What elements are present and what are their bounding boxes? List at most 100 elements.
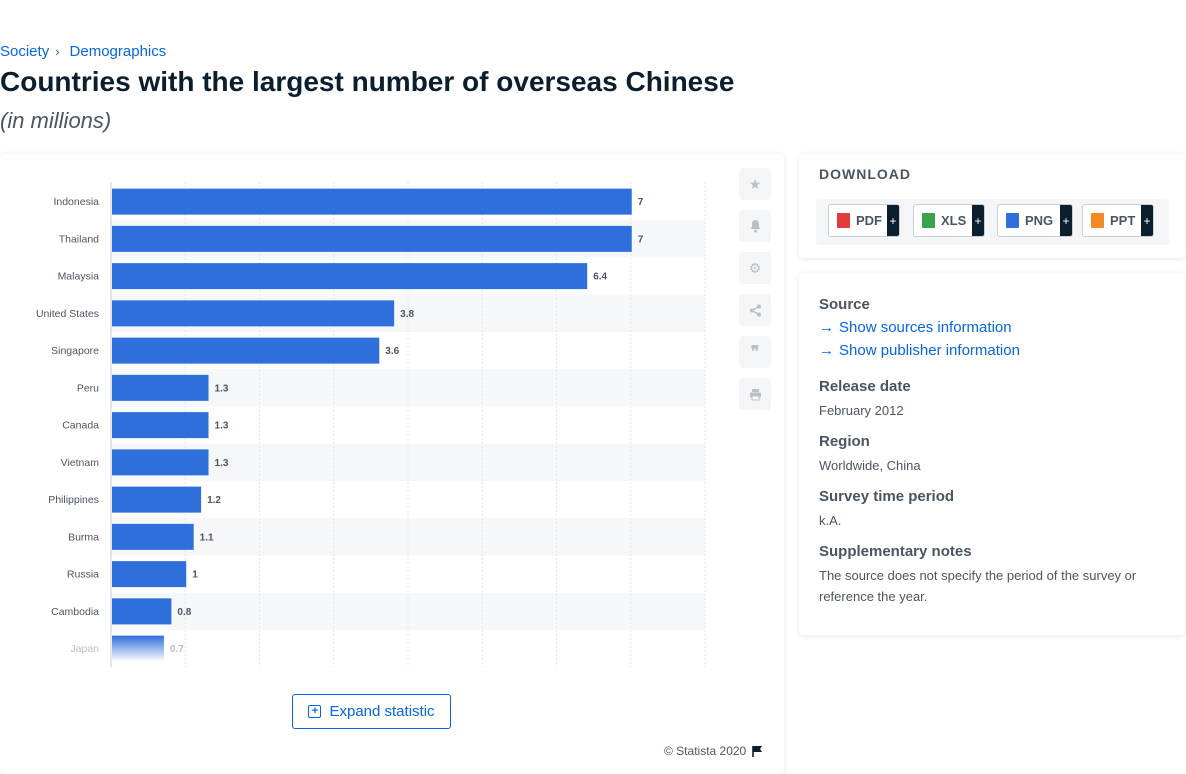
arrow-right-icon: → bbox=[819, 342, 834, 359]
expand-statistic-button[interactable]: + Expand statistic bbox=[292, 694, 451, 729]
download-png-button[interactable]: PNG + bbox=[997, 204, 1073, 237]
bar bbox=[112, 337, 380, 364]
show-publisher-link[interactable]: → Show publisher information bbox=[819, 342, 1020, 359]
category-label: Philippines bbox=[48, 494, 99, 506]
chart-toolbar: ★ ⚙ ❞ bbox=[739, 168, 771, 410]
breadcrumb-society[interactable]: Society bbox=[0, 43, 50, 60]
png-icon bbox=[1006, 213, 1019, 228]
download-pdf-label: PDF bbox=[856, 213, 882, 228]
download-ppt-label: PPT bbox=[1110, 213, 1136, 228]
download-card: DOWNLOAD PDF + XLS + PNG + PPT + bbox=[799, 154, 1185, 258]
release-heading: Release date bbox=[819, 378, 911, 395]
xls-icon bbox=[922, 213, 935, 228]
bar-chart: Indonesia 7 Thailand 7 Malaysia 6.4 United Sta… bbox=[36, 182, 706, 668]
region-heading: Region bbox=[819, 433, 870, 450]
copyright: © Statista 2020 bbox=[664, 744, 763, 758]
pdf-icon bbox=[837, 213, 850, 228]
plus-icon: + bbox=[887, 205, 899, 236]
value-label: 7 bbox=[638, 234, 644, 245]
source-section: Source → Show sources information → Show… bbox=[819, 296, 1020, 359]
plus-icon: + bbox=[1141, 205, 1153, 236]
download-buttons: PDF + XLS + PNG + PPT + bbox=[816, 199, 1169, 245]
notes-heading: Supplementary notes bbox=[819, 543, 972, 560]
plus-icon: + bbox=[1060, 205, 1072, 236]
flag-icon[interactable] bbox=[752, 745, 763, 757]
copyright-text: © Statista 2020 bbox=[664, 744, 747, 758]
row-stripe bbox=[111, 518, 705, 556]
ppt-icon bbox=[1091, 213, 1104, 228]
value-label: 1.1 bbox=[200, 532, 214, 543]
page-title: Countries with the largest number of ove… bbox=[0, 66, 735, 97]
survey-section: Survey time period k.A. bbox=[819, 488, 954, 531]
bar bbox=[112, 561, 187, 588]
download-png-label: PNG bbox=[1025, 213, 1054, 228]
category-label: Burma bbox=[68, 531, 99, 543]
bar bbox=[112, 412, 209, 439]
page-subtitle: (in millions) bbox=[0, 108, 112, 133]
category-label: Malaysia bbox=[58, 271, 100, 283]
info-card: Source → Show sources information → Show… bbox=[799, 273, 1185, 635]
breadcrumb-separator: › bbox=[55, 44, 60, 59]
show-sources-link[interactable]: → Show sources information bbox=[819, 319, 1020, 336]
arrow-right-icon: → bbox=[819, 319, 834, 336]
download-ppt-button[interactable]: PPT + bbox=[1082, 204, 1154, 237]
notes-section: Supplementary notes The source does not … bbox=[819, 543, 1159, 607]
bar bbox=[112, 300, 395, 327]
value-label: 3.6 bbox=[385, 346, 399, 357]
value-label: 1.3 bbox=[215, 421, 229, 432]
category-label: Singapore bbox=[51, 345, 99, 357]
download-title: DOWNLOAD bbox=[819, 166, 911, 182]
show-sources-label: Show sources information bbox=[839, 319, 1012, 336]
value-label: 0.7 bbox=[170, 644, 184, 655]
bar bbox=[112, 188, 632, 215]
bar bbox=[112, 374, 209, 401]
category-label: Peru bbox=[77, 382, 99, 394]
value-label: 1.3 bbox=[215, 458, 229, 469]
download-xls-label: XLS bbox=[941, 213, 967, 228]
value-label: 6.4 bbox=[593, 272, 607, 283]
release-section: Release date February 2012 bbox=[819, 378, 911, 421]
breadcrumb-demographics[interactable]: Demographics bbox=[69, 43, 167, 60]
survey-heading: Survey time period bbox=[819, 488, 955, 505]
expand-icon: + bbox=[308, 705, 322, 718]
bell-icon[interactable] bbox=[739, 210, 771, 242]
star-icon[interactable]: ★ bbox=[739, 168, 771, 200]
value-label: 3.8 bbox=[400, 309, 414, 320]
plus-icon: + bbox=[972, 205, 984, 236]
download-pdf-button[interactable]: PDF + bbox=[828, 204, 900, 237]
category-label: Thailand bbox=[59, 233, 99, 245]
gear-icon[interactable]: ⚙ bbox=[739, 252, 771, 284]
expand-label: Expand statistic bbox=[329, 703, 435, 720]
bar bbox=[112, 635, 164, 662]
bar bbox=[112, 486, 202, 513]
category-label: Russia bbox=[67, 569, 99, 581]
quote-icon[interactable]: ❞ bbox=[739, 336, 771, 368]
value-label: 7 bbox=[638, 197, 644, 208]
category-label: United States bbox=[36, 308, 99, 320]
notes-value: The source does not specify the period o… bbox=[819, 568, 1137, 604]
breadcrumb: Society › Demographics bbox=[0, 43, 166, 60]
bar bbox=[112, 263, 588, 290]
category-label: Cambodia bbox=[51, 606, 99, 618]
survey-value: k.A. bbox=[819, 513, 842, 528]
value-label: 1.2 bbox=[207, 495, 221, 506]
region-section: Region Worldwide, China bbox=[819, 433, 921, 476]
value-label: 1 bbox=[192, 570, 198, 581]
download-xls-button[interactable]: XLS + bbox=[913, 204, 985, 237]
chart-card: Indonesia 7 Thailand 7 Malaysia 6.4 United Sta… bbox=[0, 154, 784, 774]
category-label: Vietnam bbox=[61, 457, 100, 469]
release-value: February 2012 bbox=[819, 403, 904, 418]
bar bbox=[112, 598, 172, 625]
print-icon[interactable] bbox=[739, 378, 771, 410]
value-label: 0.8 bbox=[177, 607, 191, 618]
bar bbox=[112, 523, 194, 550]
region-value: Worldwide, China bbox=[819, 458, 921, 473]
category-label: Japan bbox=[70, 643, 99, 655]
share-icon[interactable] bbox=[739, 294, 771, 326]
category-label: Indonesia bbox=[53, 196, 99, 208]
show-publisher-label: Show publisher information bbox=[839, 342, 1020, 359]
bar bbox=[112, 449, 209, 476]
bar bbox=[112, 225, 632, 252]
value-label: 1.3 bbox=[215, 383, 229, 394]
source-heading: Source bbox=[819, 296, 870, 313]
